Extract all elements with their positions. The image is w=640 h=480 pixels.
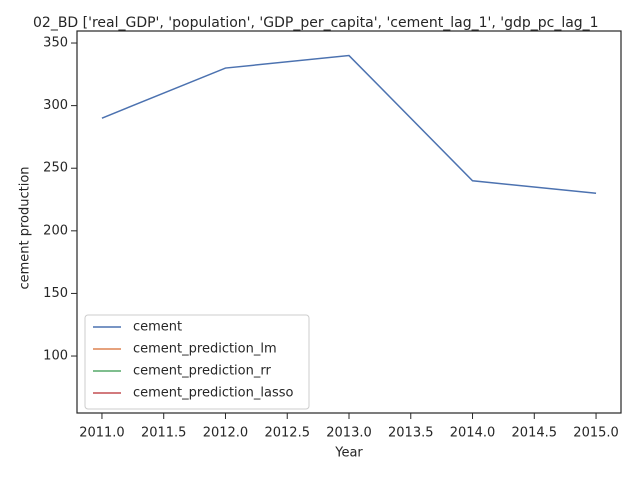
legend-label: cement [133, 320, 182, 335]
y-axis-label: cement production [18, 166, 33, 289]
series-line [101, 54, 597, 195]
y-tick-label: 150 [43, 286, 68, 301]
x-tick-label: 2012.5 [264, 426, 310, 441]
legend-label: cement_prediction_lasso [133, 386, 293, 401]
y-tick-label: 250 [43, 161, 68, 176]
x-tick-label: 2014.0 [450, 426, 496, 441]
x-tick-label: 2013.0 [326, 426, 372, 441]
chart-title: 02_BD ['real_GDP', 'population', 'GDP_pe… [33, 15, 599, 31]
x-tick-label: 2014.5 [512, 426, 558, 441]
plot-frame [76, 30, 622, 414]
x-tick-label: 2012.0 [203, 426, 249, 441]
y-tick-label: 100 [43, 349, 68, 364]
y-tick-label: 300 [43, 98, 68, 113]
x-tick-label: 2011.0 [79, 426, 125, 441]
legend-label: cement_prediction_rr [133, 364, 271, 379]
x-tick-label: 2011.5 [141, 426, 187, 441]
y-tick-label: 350 [43, 36, 68, 51]
legend: cement cement_prediction_lm cement_predict… [84, 314, 310, 410]
legend-label: cement_prediction_lm [133, 342, 277, 357]
x-tick-label: 2015.0 [573, 426, 619, 441]
x-axis-label: Year [334, 446, 363, 461]
y-tick-label: 200 [43, 223, 68, 238]
legend-box [84, 314, 310, 410]
x-tick-label: 2013.5 [388, 426, 434, 441]
